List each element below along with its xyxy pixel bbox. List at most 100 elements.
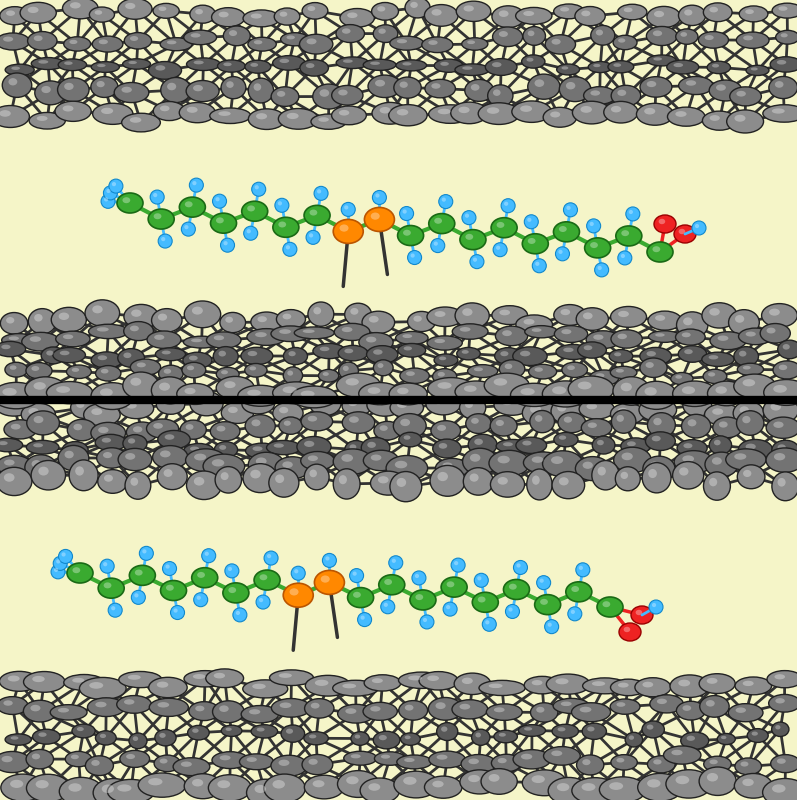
Ellipse shape — [333, 469, 360, 499]
Ellipse shape — [468, 775, 480, 782]
Ellipse shape — [343, 683, 356, 688]
Ellipse shape — [360, 778, 399, 800]
Ellipse shape — [523, 26, 545, 46]
Ellipse shape — [740, 406, 749, 414]
Ellipse shape — [206, 669, 244, 687]
Ellipse shape — [699, 767, 736, 795]
Ellipse shape — [91, 382, 134, 410]
Ellipse shape — [434, 354, 458, 366]
Ellipse shape — [177, 383, 214, 405]
Ellipse shape — [154, 334, 164, 340]
Ellipse shape — [746, 331, 756, 337]
Ellipse shape — [153, 193, 157, 197]
Ellipse shape — [571, 586, 579, 592]
Ellipse shape — [279, 330, 291, 334]
Ellipse shape — [615, 466, 640, 490]
Ellipse shape — [147, 419, 179, 438]
Ellipse shape — [771, 754, 797, 773]
Ellipse shape — [150, 190, 164, 204]
Ellipse shape — [567, 607, 582, 621]
Ellipse shape — [695, 224, 699, 228]
Ellipse shape — [766, 448, 797, 472]
Ellipse shape — [28, 31, 57, 50]
Ellipse shape — [544, 620, 559, 634]
Ellipse shape — [194, 61, 204, 64]
Ellipse shape — [309, 391, 341, 415]
Ellipse shape — [621, 382, 632, 391]
Ellipse shape — [186, 106, 198, 113]
Ellipse shape — [611, 403, 645, 424]
Ellipse shape — [372, 190, 387, 205]
Ellipse shape — [404, 758, 414, 762]
Ellipse shape — [182, 222, 195, 236]
Ellipse shape — [441, 577, 467, 597]
Ellipse shape — [552, 471, 585, 498]
Ellipse shape — [302, 754, 333, 774]
Ellipse shape — [114, 82, 149, 102]
Ellipse shape — [582, 783, 595, 791]
Ellipse shape — [681, 333, 691, 338]
Ellipse shape — [728, 310, 760, 335]
Ellipse shape — [104, 474, 113, 482]
Ellipse shape — [469, 474, 479, 482]
Ellipse shape — [381, 754, 390, 758]
Ellipse shape — [379, 29, 386, 34]
Ellipse shape — [671, 373, 693, 385]
Ellipse shape — [311, 114, 346, 130]
Ellipse shape — [485, 58, 517, 75]
Ellipse shape — [440, 62, 449, 66]
Ellipse shape — [598, 466, 606, 475]
Ellipse shape — [734, 374, 775, 398]
Ellipse shape — [84, 403, 120, 426]
Ellipse shape — [210, 213, 237, 233]
Ellipse shape — [278, 109, 318, 130]
Ellipse shape — [375, 752, 405, 766]
Ellipse shape — [190, 178, 203, 192]
Ellipse shape — [0, 33, 29, 50]
Ellipse shape — [462, 448, 497, 474]
Ellipse shape — [455, 64, 489, 75]
Ellipse shape — [278, 222, 286, 227]
Ellipse shape — [355, 734, 360, 738]
Ellipse shape — [213, 194, 226, 208]
Ellipse shape — [124, 699, 135, 705]
Ellipse shape — [203, 454, 245, 478]
Ellipse shape — [556, 678, 568, 684]
Ellipse shape — [132, 310, 142, 317]
Ellipse shape — [642, 462, 671, 493]
Ellipse shape — [654, 58, 662, 61]
Ellipse shape — [275, 457, 310, 478]
Ellipse shape — [490, 472, 524, 497]
Ellipse shape — [390, 471, 422, 502]
Ellipse shape — [405, 705, 414, 710]
Ellipse shape — [681, 732, 709, 750]
Ellipse shape — [152, 446, 188, 469]
Ellipse shape — [2, 345, 10, 350]
Ellipse shape — [489, 774, 500, 782]
Ellipse shape — [250, 470, 261, 478]
Ellipse shape — [535, 79, 544, 87]
Ellipse shape — [583, 313, 593, 319]
Ellipse shape — [621, 472, 628, 479]
Ellipse shape — [524, 319, 535, 325]
Ellipse shape — [309, 234, 313, 238]
Ellipse shape — [618, 311, 629, 317]
Ellipse shape — [588, 62, 612, 73]
Ellipse shape — [102, 785, 114, 793]
Ellipse shape — [333, 449, 372, 474]
Ellipse shape — [492, 754, 521, 772]
Ellipse shape — [282, 314, 291, 319]
Ellipse shape — [592, 682, 605, 686]
Ellipse shape — [590, 242, 598, 248]
Ellipse shape — [579, 706, 591, 713]
Ellipse shape — [367, 346, 398, 363]
Ellipse shape — [585, 238, 611, 258]
Ellipse shape — [699, 674, 735, 694]
Ellipse shape — [165, 434, 175, 440]
Ellipse shape — [671, 750, 682, 755]
Ellipse shape — [101, 108, 113, 114]
Ellipse shape — [373, 731, 400, 749]
Ellipse shape — [524, 727, 532, 730]
Ellipse shape — [103, 452, 112, 458]
Ellipse shape — [271, 326, 310, 342]
